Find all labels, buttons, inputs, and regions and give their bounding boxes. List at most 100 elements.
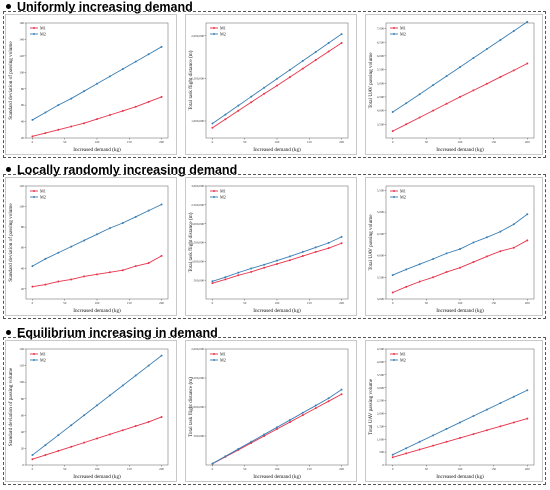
data-point-m1	[263, 435, 266, 437]
data-point-m1	[160, 415, 163, 418]
x-tick-label: 0	[392, 140, 394, 144]
legend-label: M1	[220, 351, 226, 356]
y-axis-label: Standard deviation of passing volume	[7, 367, 14, 446]
data-point-m2	[57, 251, 60, 254]
data-point-m2	[526, 20, 529, 23]
legend-label: M1	[40, 188, 46, 193]
data-point-m2	[418, 263, 421, 266]
x-tick-label: 200	[339, 301, 344, 305]
data-point-m1	[121, 429, 124, 432]
data-point-m1	[445, 440, 448, 443]
data-point-m2	[340, 235, 343, 238]
data-point-m1	[391, 291, 394, 294]
data-point-m2	[485, 48, 488, 51]
y-tick-label: 4,500	[377, 232, 385, 237]
data-point-m2	[459, 66, 461, 69]
data-point-m1	[147, 262, 150, 265]
data-point-m1	[224, 278, 227, 281]
data-point-m2	[327, 241, 330, 244]
legend-label: M2	[220, 357, 226, 362]
y-tick-label: 5,000	[377, 81, 385, 86]
y-tick-label: 2,500,000	[191, 203, 204, 208]
data-point-m2	[224, 276, 227, 279]
data-point-m1	[276, 84, 278, 87]
data-point-m1	[288, 259, 291, 262]
data-point-m2	[405, 102, 408, 105]
y-tick-label: 500,000	[194, 434, 205, 439]
data-point-m2	[276, 77, 278, 80]
data-point-m1	[418, 280, 421, 283]
data-point-m2	[499, 230, 502, 233]
plot-frame	[385, 22, 535, 139]
legend-label: M1	[40, 351, 46, 356]
x-tick-label: 100	[458, 301, 463, 305]
data-point-m1	[340, 42, 343, 45]
data-point-m1	[57, 449, 60, 452]
data-point-m1	[108, 433, 111, 436]
data-point-m1	[160, 95, 163, 98]
plot-frame	[205, 22, 349, 139]
x-tick-label: 50	[425, 467, 429, 471]
x-tick-label: 50	[243, 301, 247, 305]
data-point-m2	[57, 104, 60, 107]
x-tick-label: 200	[159, 301, 164, 305]
y-tick-label: 500	[379, 450, 384, 454]
data-point-m2	[31, 118, 34, 121]
data-point-m1	[445, 102, 448, 105]
data-point-m1	[391, 130, 394, 133]
x-tick-label: 100	[95, 140, 100, 144]
data-point-m1	[432, 276, 435, 279]
data-point-m2	[485, 236, 488, 239]
y-tick-label: 140	[19, 38, 24, 42]
section-title-local-random: Locally randomly increasing demand	[6, 163, 237, 177]
x-tick-label: 150	[307, 467, 312, 471]
y-tick-label: 60	[21, 413, 25, 417]
data-point-m1	[288, 421, 291, 424]
data-point-m2	[70, 97, 73, 100]
data-point-m1	[147, 100, 150, 103]
x-tick-label: 200	[525, 301, 530, 305]
section-title-text: Locally randomly increasing demand	[17, 163, 238, 177]
data-point-m2	[121, 384, 124, 387]
data-point-m2	[432, 434, 435, 437]
legend-marker-m1	[33, 27, 35, 29]
legend-label: M1	[400, 351, 406, 356]
data-point-m1	[459, 436, 461, 439]
y-tick-label: 1,500	[377, 424, 385, 429]
legend-marker-m2	[393, 196, 395, 198]
data-point-m1	[224, 118, 227, 121]
series-line-m2	[32, 204, 162, 267]
line-chart: 05001,0001,5002,0002,5003,0003,5004,0004…	[368, 347, 535, 480]
plot-frame	[25, 185, 169, 300]
data-point-m1	[472, 433, 475, 436]
legend-label: M1	[40, 25, 46, 30]
data-point-m2	[121, 68, 124, 70]
data-point-m1	[263, 92, 266, 95]
x-axis-label: Increased demand (kg)	[436, 307, 484, 314]
y-axis-label: Total task flight distance (m)	[187, 377, 194, 437]
legend-label: M1	[400, 25, 406, 30]
legend-label: M1	[220, 25, 226, 30]
data-point-m1	[512, 421, 515, 424]
data-point-m2	[237, 271, 240, 274]
data-point-m1	[83, 122, 86, 125]
data-point-m2	[327, 397, 330, 400]
data-point-m1	[44, 283, 47, 286]
data-point-m1	[432, 109, 435, 112]
data-point-m2	[459, 248, 461, 251]
data-point-m1	[70, 445, 73, 448]
x-axis-label: Increased demand (kg)	[436, 146, 484, 153]
x-tick-label: 200	[159, 140, 164, 144]
y-tick-label: 120	[19, 364, 24, 368]
data-point-m2	[160, 354, 163, 357]
y-axis-label: Total task flight distance (m)	[187, 50, 194, 110]
chart-panel: 500,000 1,000,000 1,500,000 2,000,000 2,500,…	[185, 177, 357, 316]
y-tick-label: 1,000	[377, 437, 385, 442]
x-tick-label: 150	[307, 140, 312, 144]
data-point-m1	[327, 247, 330, 250]
data-point-m2	[512, 395, 515, 398]
x-tick-label: 200	[339, 140, 344, 144]
data-point-m1	[418, 116, 421, 119]
y-tick-label: 1,000,000	[191, 119, 204, 124]
data-point-m2	[327, 42, 330, 45]
